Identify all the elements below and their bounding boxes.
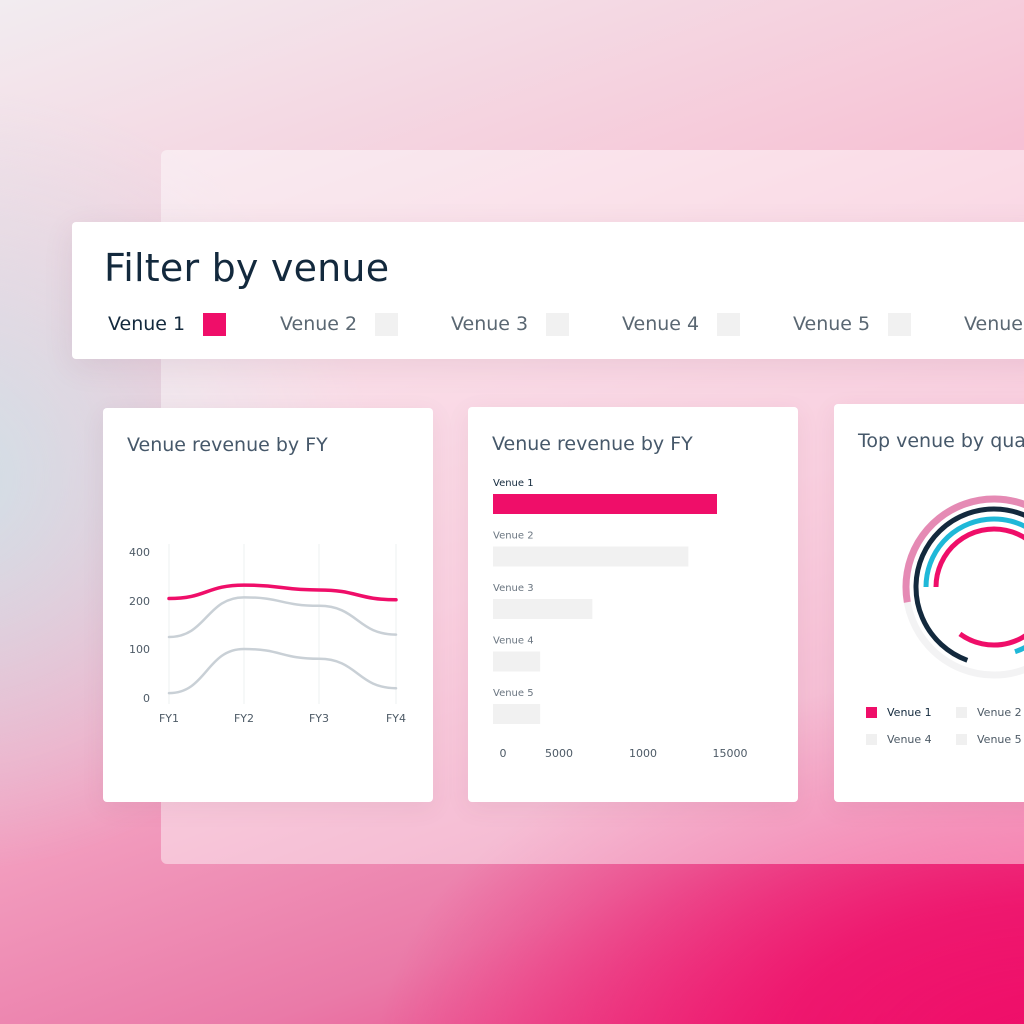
legend-label: Venue 5 (977, 733, 1022, 746)
venue-filter-checkbox[interactable] (888, 312, 912, 336)
x-tick-label-1: 0 (500, 747, 507, 760)
x-tick-label-4: 15000 (713, 747, 748, 760)
ring-3 (913, 506, 1024, 663)
legend-label: Venue 4 (887, 733, 932, 746)
legend-swatch (866, 734, 877, 745)
line-chart: 0 100 200 400 FY1 FY2 FY3 FY4 (129, 544, 406, 725)
bar-label-2: Venue 2 (493, 531, 534, 542)
line-series-2 (167, 596, 398, 639)
venue-filter-label: Venue (964, 313, 1023, 335)
ring-1 (933, 526, 1024, 648)
venue-filter-panel: Filter by venue Venue 1 Venue 2 Venue 3 … (72, 222, 1024, 359)
y-tick-label-3: 200 (129, 595, 150, 608)
bar-1 (493, 494, 717, 514)
venue-filter-label: Venue 2 (280, 313, 358, 335)
bar-5 (493, 704, 541, 724)
legend-label: Venue 2 (977, 706, 1022, 719)
line-chart-card: Venue revenue by FY 0 100 200 400 FY1 FY2 FY3 F… (103, 408, 433, 802)
x-tick-label-3: 1000 (629, 747, 657, 760)
legend-label: Venue 1 (887, 706, 932, 719)
x-tick-label-4: FY4 (386, 712, 406, 725)
donut-chart-card: Top venue by quar Venue 1 Venue 2 Venue … (834, 404, 1024, 802)
bar-2 (493, 546, 689, 567)
venue-filter-label: Venue 3 (451, 313, 529, 335)
donut-chart (902, 495, 1024, 679)
x-tick-label-1: FY1 (159, 712, 179, 725)
x-tick-label-2: FY2 (234, 712, 254, 725)
line-chart-title: Venue revenue by FY (127, 434, 328, 456)
donut-legend-item[interactable]: Venue 4 (866, 733, 932, 746)
bar-label-1: Venue 1 (493, 478, 534, 489)
bar-chart-card: Venue revenue by FY Venue 1 Venue 2 Venue … (468, 407, 798, 802)
y-tick-label-4: 400 (129, 546, 150, 559)
donut-legend-item[interactable]: Venue 5 (956, 733, 1022, 746)
line-series-3 (167, 647, 398, 695)
venue-filter-label: Venue 1 (108, 313, 186, 335)
venue-filter-checkbox[interactable] (375, 312, 399, 336)
ring-4 (902, 495, 1024, 603)
donut-legend-item[interactable]: Venue 2 (956, 706, 1022, 719)
y-tick-label-2: 100 (129, 643, 150, 656)
y-tick-label-1: 0 (143, 692, 150, 705)
bar-3 (493, 599, 593, 619)
donut-legend-item[interactable]: Venue 1 (866, 706, 932, 719)
venue-filter-5[interactable]: Venue 5 (793, 310, 912, 338)
bar-label-4: Venue 4 (493, 636, 534, 647)
line-series-1 (167, 583, 398, 602)
venue-filter-1[interactable]: Venue 1 (108, 310, 227, 338)
filter-title: Filter by venue (104, 246, 390, 290)
venue-filter-6[interactable]: Venue (964, 310, 1023, 338)
venue-filter-checkbox[interactable] (717, 312, 741, 336)
venue-filter-3[interactable]: Venue 3 (451, 310, 570, 338)
bar-chart-title: Venue revenue by FY (492, 433, 693, 455)
bar-label-3: Venue 3 (493, 583, 534, 594)
bar-chart: Venue 1 Venue 2 Venue 3 Venue 4 Venue 5 0 5000… (493, 478, 748, 760)
venue-filter-label: Venue 5 (793, 313, 871, 335)
ring-2 (923, 516, 1024, 655)
bar-label-5: Venue 5 (493, 688, 534, 699)
venue-filter-2[interactable]: Venue 2 (280, 310, 399, 338)
legend-swatch (956, 707, 967, 718)
venue-filter-checkbox[interactable] (546, 312, 570, 336)
venue-filter-checkbox[interactable] (203, 312, 227, 336)
venue-filter-label: Venue 4 (622, 313, 700, 335)
legend-swatch (956, 734, 967, 745)
venue-filter-4[interactable]: Venue 4 (622, 310, 741, 338)
x-tick-label-2: 5000 (545, 747, 573, 760)
donut-chart-title: Top venue by quar (858, 430, 1024, 452)
bar-4 (493, 651, 541, 672)
legend-swatch (866, 707, 877, 718)
x-tick-label-3: FY3 (309, 712, 329, 725)
